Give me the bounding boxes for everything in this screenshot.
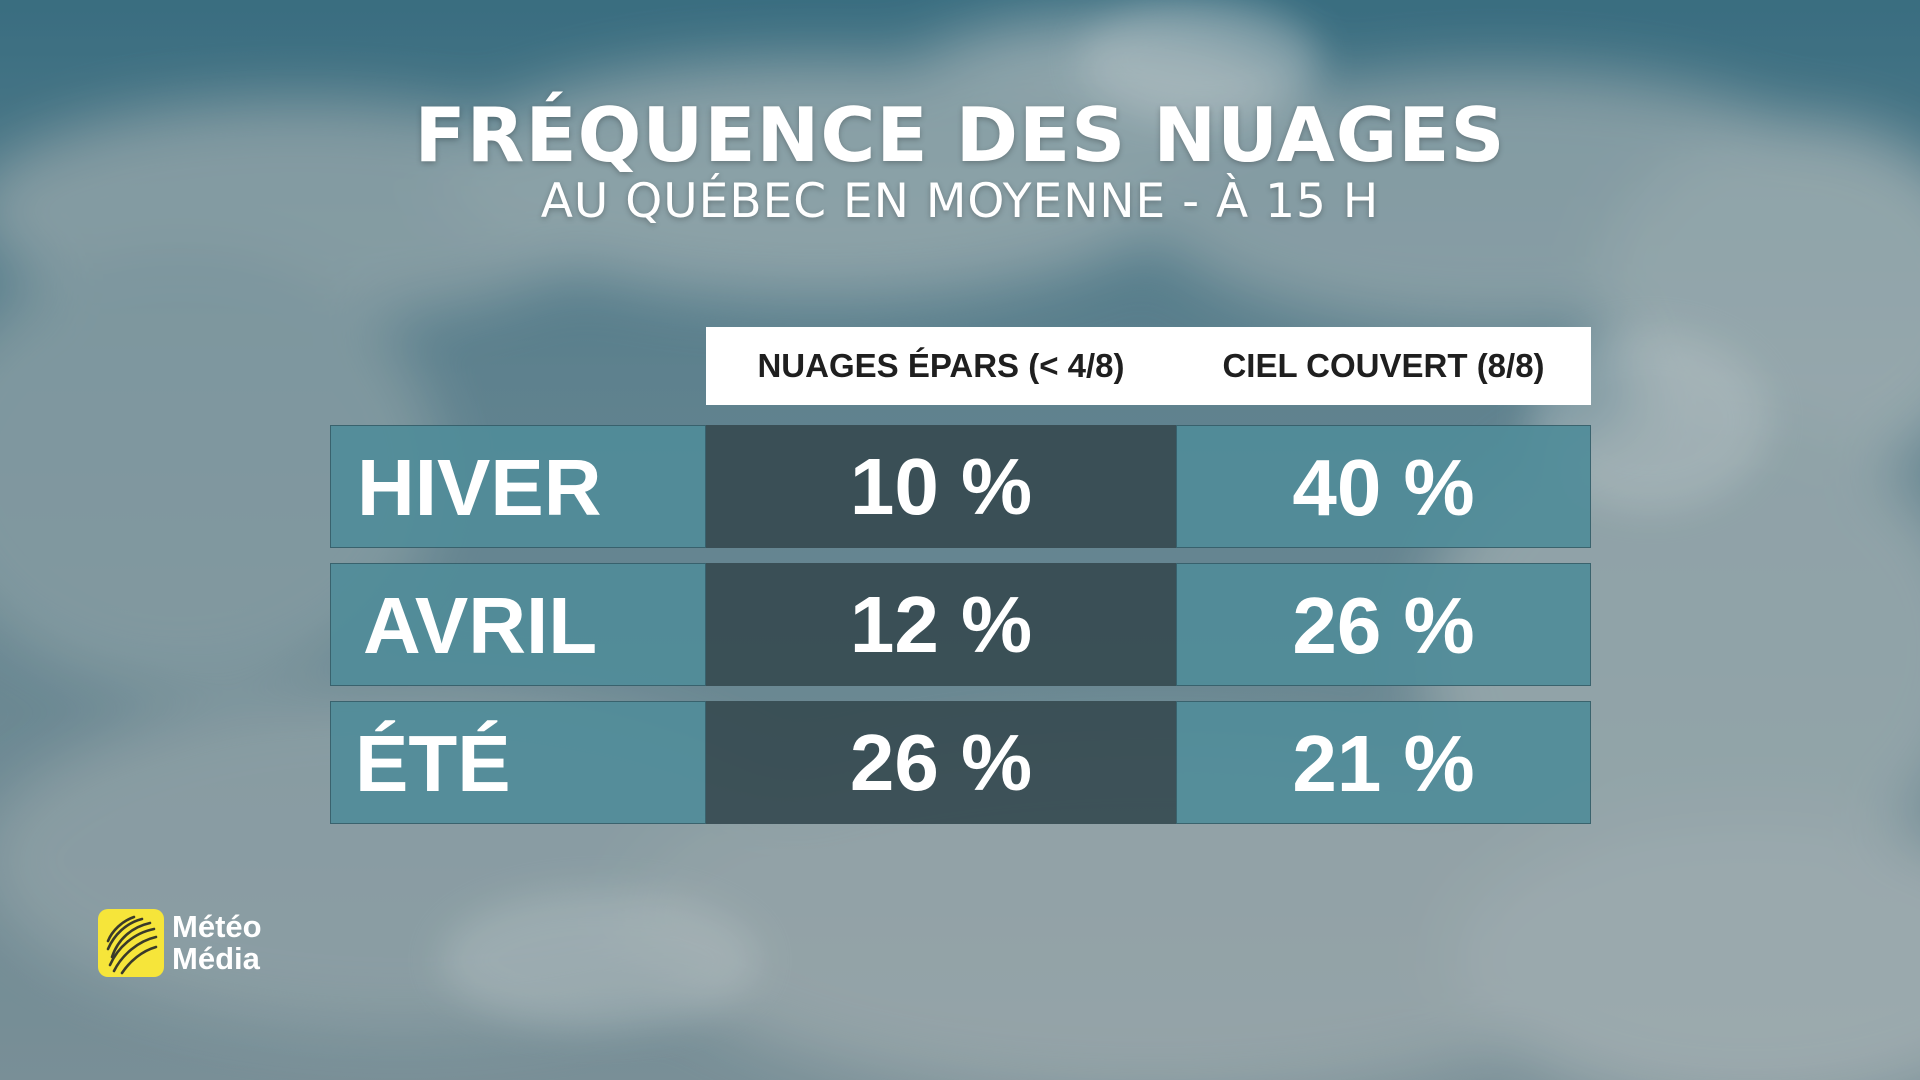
- value-overcast: 21 %: [1176, 701, 1591, 824]
- page-subtitle: AU QUÉBEC EN MOYENNE - À 15 H: [540, 174, 1380, 229]
- row-label-text: HIVER: [357, 443, 602, 532]
- column-header-overcast: CIEL COUVERT (8/8): [1222, 347, 1545, 384]
- value-overcast: 40 %: [1176, 425, 1591, 548]
- row-label: AVRIL: [330, 563, 706, 686]
- table-row-april: AVRIL 12 % 26 %: [330, 563, 1591, 686]
- logo-line-1: Météo: [172, 909, 262, 944]
- page-title: FRÉQUENCE DES NUAGES: [414, 91, 1506, 179]
- value-overcast: 26 %: [1176, 563, 1591, 686]
- table-header: NUAGES ÉPARS (< 4/8) CIEL COUVERT (8/8): [706, 327, 1591, 405]
- value-sparse-clouds: 12 %: [706, 563, 1176, 686]
- value-sparse-clouds: 26 %: [706, 701, 1176, 824]
- row-label: ÉTÉ: [330, 701, 706, 824]
- row-label-text: AVRIL: [363, 581, 598, 670]
- column-header-sparse-clouds: NUAGES ÉPARS (< 4/8): [757, 347, 1125, 384]
- meteomedia-logo: Météo Média: [98, 909, 278, 981]
- logo-wordmark: Météo Média: [172, 911, 262, 975]
- value-sparse-clouds: 10 %: [706, 425, 1176, 548]
- row-label: HIVER: [330, 425, 706, 548]
- table-row-summer: ÉTÉ 26 % 21 %: [330, 701, 1591, 824]
- logo-line-2: Média: [172, 941, 260, 976]
- table-row-winter: HIVER 10 % 40 %: [330, 425, 1591, 548]
- globe-icon: [98, 909, 164, 977]
- row-label-text: ÉTÉ: [355, 719, 511, 808]
